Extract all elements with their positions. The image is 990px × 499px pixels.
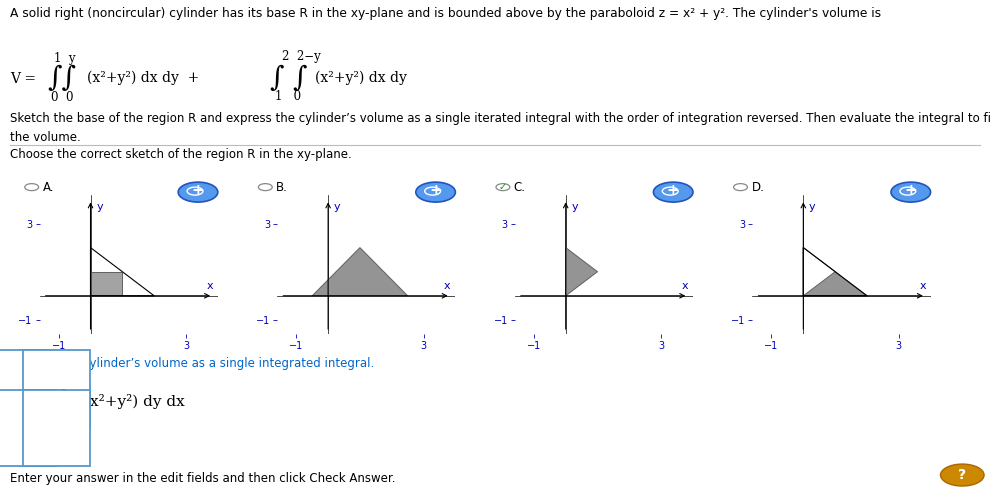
Polygon shape bbox=[90, 271, 123, 296]
Text: y: y bbox=[809, 202, 816, 212]
Text: (x²+y²) dy dx: (x²+y²) dy dx bbox=[84, 394, 185, 409]
Text: A.: A. bbox=[43, 181, 54, 194]
Text: C.: C. bbox=[514, 181, 526, 194]
Text: x: x bbox=[207, 281, 213, 291]
Text: ?: ? bbox=[958, 468, 966, 482]
Text: ∫: ∫ bbox=[292, 65, 307, 92]
Text: (x²+y²) dx dy: (x²+y²) dx dy bbox=[315, 71, 407, 85]
Text: x: x bbox=[445, 281, 450, 291]
Text: x: x bbox=[920, 281, 926, 291]
Text: x: x bbox=[682, 281, 688, 291]
Polygon shape bbox=[312, 248, 408, 296]
Polygon shape bbox=[803, 248, 867, 296]
Text: the volume.: the volume. bbox=[10, 131, 80, 144]
Text: y: y bbox=[571, 202, 578, 212]
Text: Choose the correct sketch of the region R in the xy-plane.: Choose the correct sketch of the region … bbox=[10, 148, 351, 161]
Text: ∫∫: ∫∫ bbox=[48, 65, 76, 92]
Text: 1  y: 1 y bbox=[54, 52, 76, 65]
Text: +: + bbox=[430, 183, 442, 198]
Text: D.: D. bbox=[751, 181, 764, 194]
Text: V =: V = bbox=[10, 72, 36, 86]
Text: Express the cylinder’s volume as a single integrated integral.: Express the cylinder’s volume as a singl… bbox=[10, 357, 374, 370]
Text: +: + bbox=[905, 183, 917, 198]
Text: (x²+y²) dx dy  +: (x²+y²) dx dy + bbox=[87, 71, 199, 85]
Text: ∫: ∫ bbox=[18, 389, 36, 421]
Text: ∫: ∫ bbox=[269, 65, 284, 92]
Text: ✓: ✓ bbox=[498, 182, 507, 192]
Polygon shape bbox=[565, 248, 598, 296]
Text: y: y bbox=[96, 202, 103, 212]
Text: A solid right (noncircular) cylinder has its base R in the xy-plane and is bound: A solid right (noncircular) cylinder has… bbox=[10, 7, 881, 20]
Text: Sketch the base of the region R and express the cylinder’s volume as a single it: Sketch the base of the region R and expr… bbox=[10, 112, 990, 125]
Text: +: + bbox=[192, 183, 204, 198]
Text: y: y bbox=[334, 202, 341, 212]
Text: Enter your answer in the edit fields and then click Check Answer.: Enter your answer in the edit fields and… bbox=[10, 472, 395, 485]
Text: B.: B. bbox=[276, 181, 288, 194]
Text: 0  0: 0 0 bbox=[51, 91, 74, 104]
Text: 2  2−y: 2 2−y bbox=[282, 50, 321, 63]
Polygon shape bbox=[803, 248, 836, 296]
Text: 1   0: 1 0 bbox=[275, 90, 301, 103]
Text: ∫: ∫ bbox=[50, 389, 67, 421]
Text: +: + bbox=[667, 183, 679, 198]
